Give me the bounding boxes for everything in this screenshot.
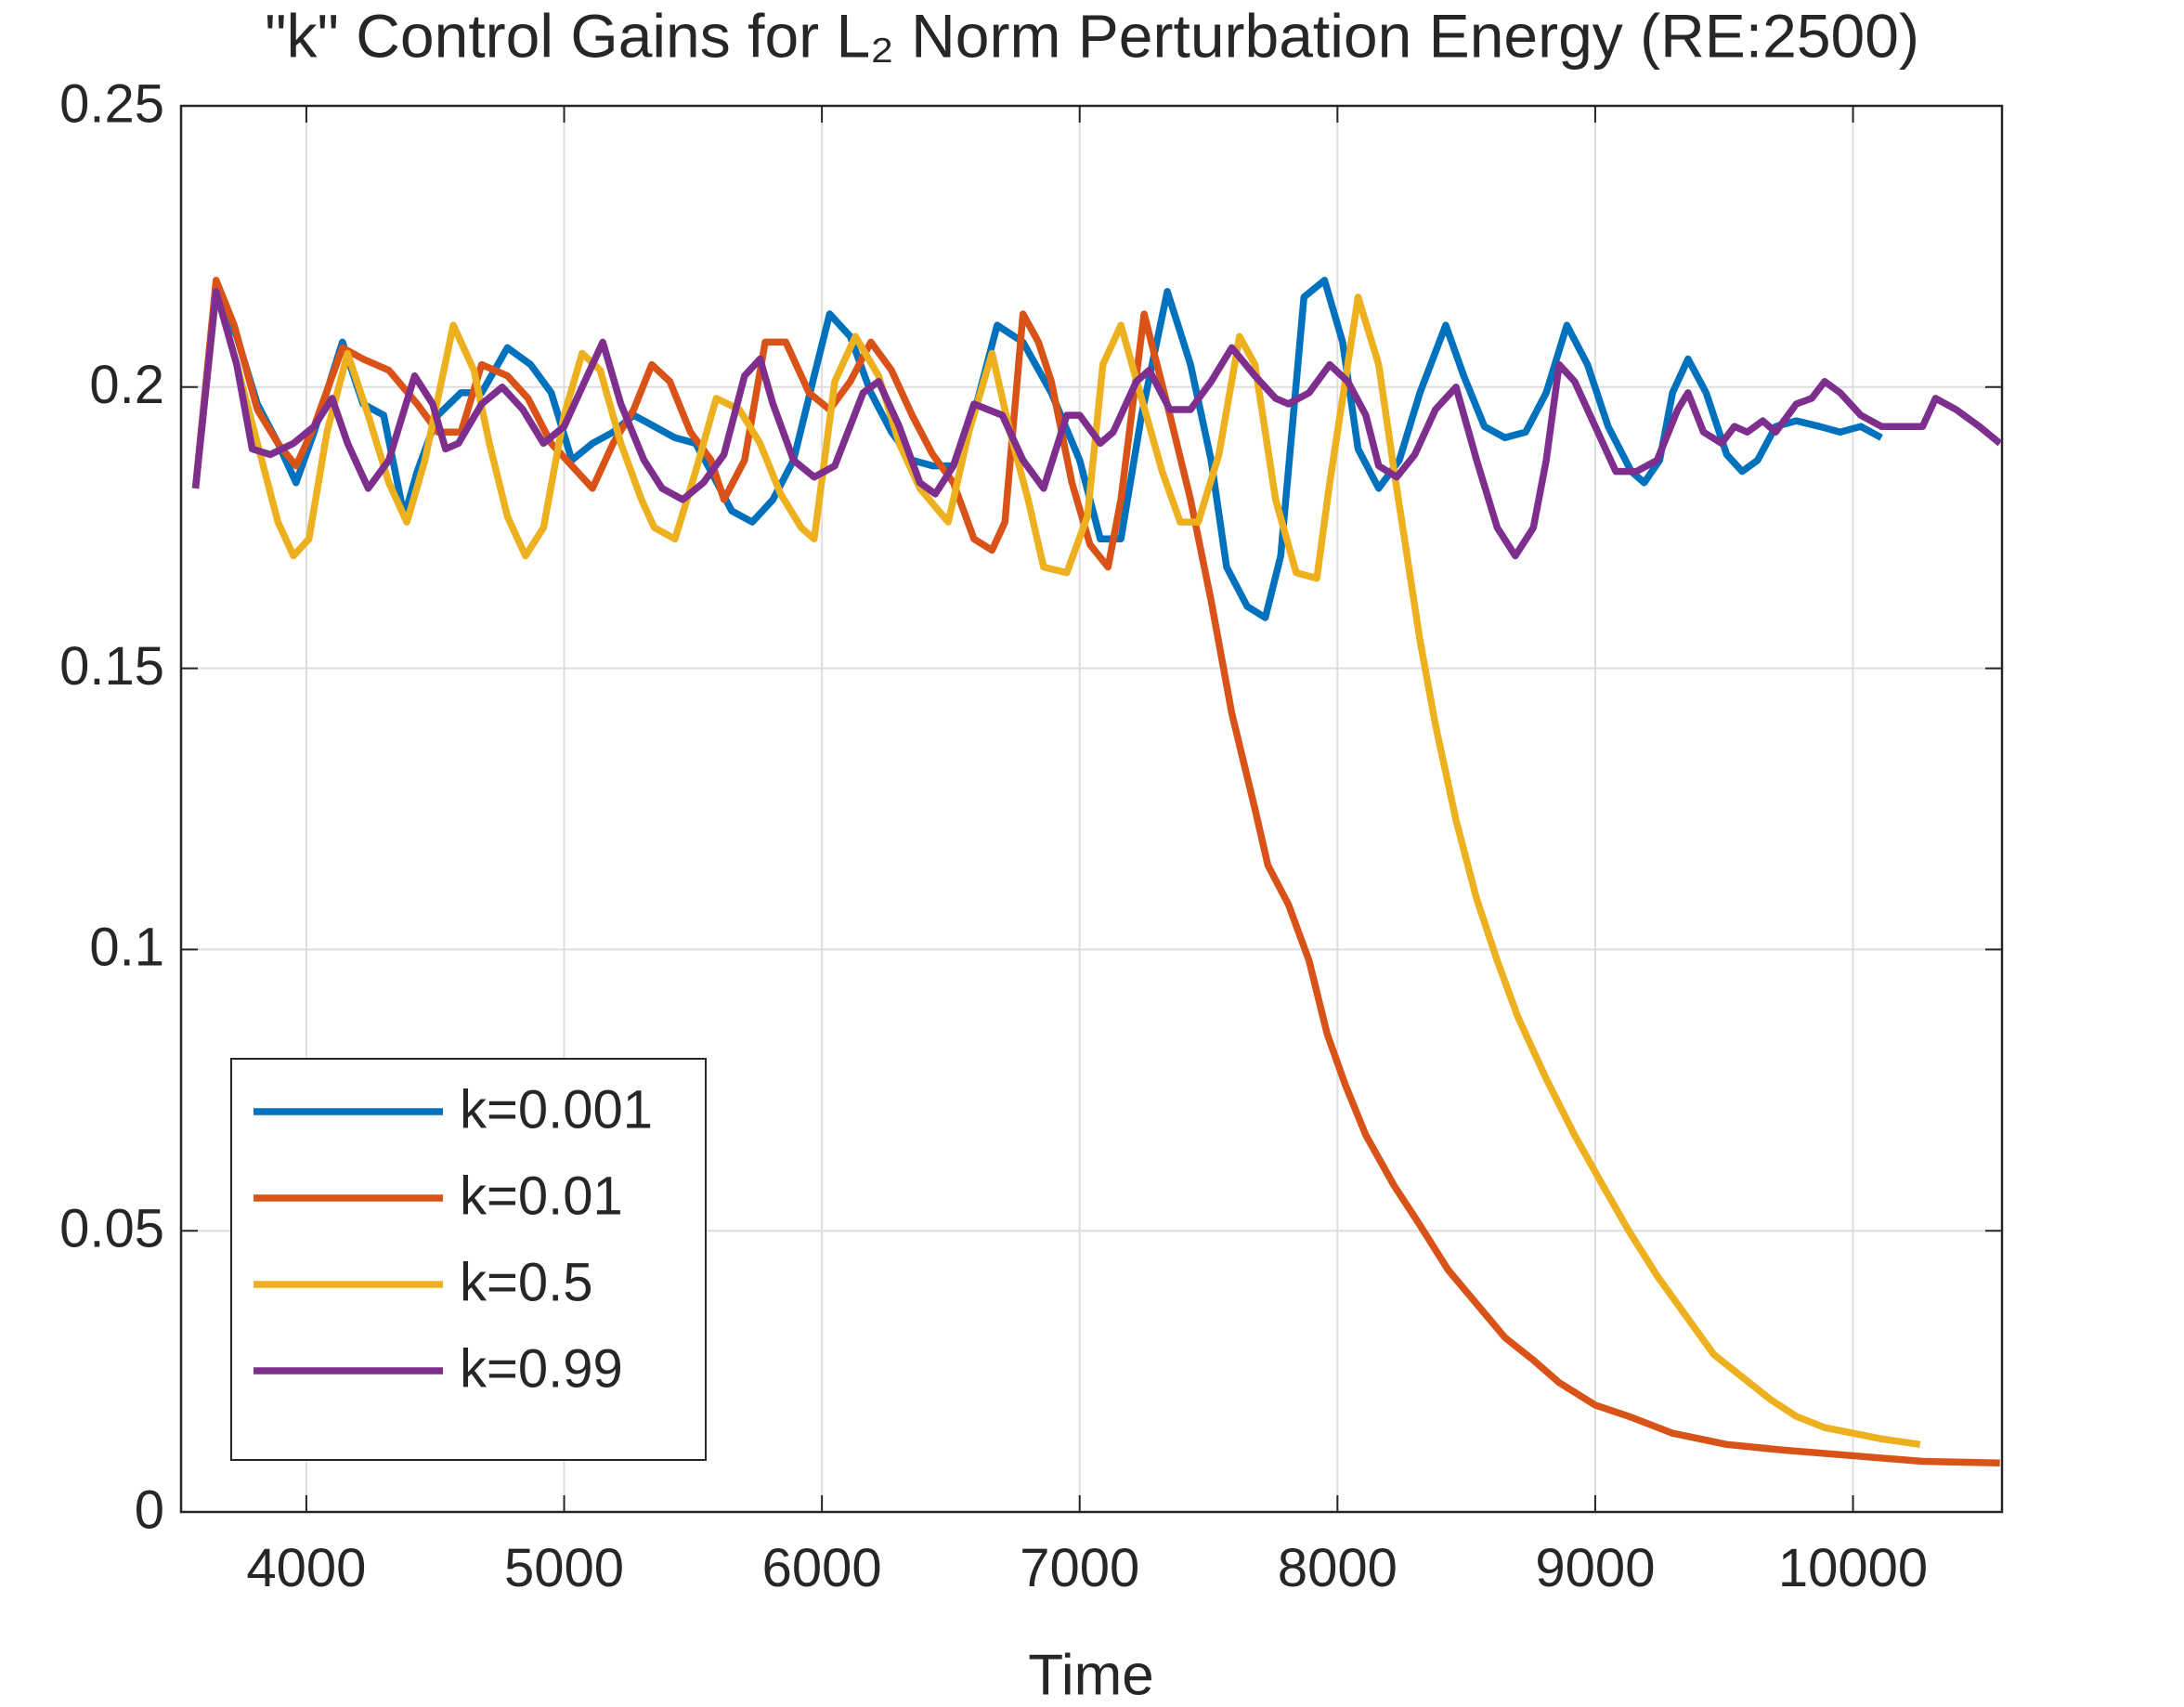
legend-label: k=0.5 bbox=[460, 1252, 593, 1312]
y-tick-label: 0.2 bbox=[89, 355, 164, 415]
x-tick-label: 6000 bbox=[762, 1538, 882, 1598]
x-tick-label: 5000 bbox=[504, 1538, 624, 1598]
x-axis-label: Time bbox=[1028, 1643, 1153, 1707]
x-tick-label: 9000 bbox=[1535, 1538, 1655, 1598]
plot-frame bbox=[179, 104, 2004, 1514]
x-tick-label: 4000 bbox=[246, 1538, 366, 1598]
chart-title: "k" Control Gains for L₂ Norm Perturbati… bbox=[265, 1, 1919, 70]
y-tick-label: 0.15 bbox=[59, 636, 164, 697]
legend-box bbox=[230, 1058, 707, 1461]
legend-label: k=0.01 bbox=[460, 1166, 623, 1226]
legend-label: k=0.001 bbox=[460, 1079, 653, 1140]
y-tick-label: 0.05 bbox=[59, 1199, 164, 1259]
y-tick-label: 0.1 bbox=[89, 918, 164, 978]
data-line bbox=[191, 288, 2003, 560]
data-line bbox=[191, 276, 2000, 1467]
legend-label: k=0.99 bbox=[460, 1338, 623, 1399]
legend: k=0.001 k=0.01 k=0.5 k=0.99 bbox=[230, 1058, 707, 1461]
y-tick-label: 0.25 bbox=[59, 73, 164, 134]
x-tick-label: 8000 bbox=[1278, 1538, 1398, 1598]
x-tick-label: 7000 bbox=[1020, 1538, 1139, 1598]
y-tick-label: 0 bbox=[135, 1479, 164, 1540]
x-tick-label: 10000 bbox=[1778, 1538, 1928, 1598]
